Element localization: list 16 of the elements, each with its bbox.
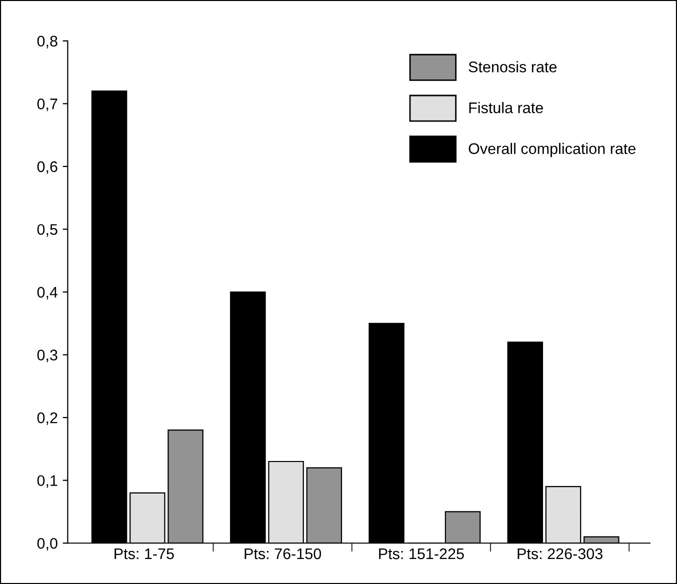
y-tick-label: 0,0	[37, 538, 58, 551]
x-tick-label: Pts: 1-75	[114, 548, 174, 560]
y-tick-label: 0,8	[37, 36, 58, 48]
y-tick-label: 0,1	[37, 475, 58, 488]
x-tick-label: Pts: 226-303	[518, 548, 602, 560]
y-tick-label: 0,6	[37, 161, 58, 174]
y-tick-label: 0,2	[37, 412, 58, 426]
y-tick-label: 0,4	[37, 286, 58, 300]
y-tick-label: 0,3	[37, 350, 58, 362]
legend-label: Stenosis rate	[468, 61, 557, 72]
x-tick-label: Pts: 76-150	[244, 548, 322, 560]
x-tick-label: Pts: 151-225	[379, 548, 464, 560]
y-tick-label: 0,7	[37, 98, 58, 112]
legend-label: Fistula rate	[469, 102, 543, 114]
legend-label: Overall complication rate	[468, 142, 636, 158]
y-tick-label: 0,5	[37, 224, 58, 237]
